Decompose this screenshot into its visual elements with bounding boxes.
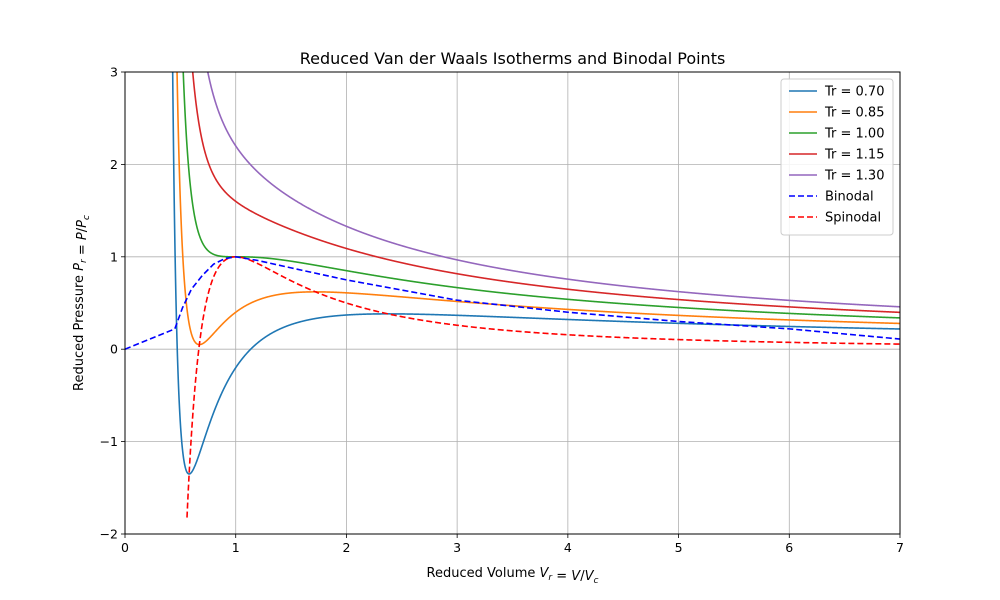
x-axis-label: Reduced Volume Vr = V/Vc [427, 566, 599, 586]
x-tick-label: 5 [675, 540, 683, 555]
y-tick-label: −1 [100, 434, 118, 449]
y-tick-label: 1 [110, 249, 118, 264]
x-tick-label: 1 [232, 540, 240, 555]
legend-label: Tr = 1.30 [824, 169, 884, 184]
plot-frame [124, 71, 901, 535]
legend-label: Tr = 1.00 [824, 127, 884, 142]
legend-label: Tr = 0.85 [824, 106, 884, 121]
isotherm-line [171, 72, 900, 475]
x-axis: 0 1 2 3 4 5 6 7 [121, 534, 904, 555]
legend-label: Tr = 0.70 [824, 85, 884, 100]
isotherm-line [176, 72, 900, 346]
chart-title: Reduced Van der Waals Isotherms and Bino… [300, 49, 726, 68]
binodal-line [125, 255, 900, 350]
x-tick-label: 7 [896, 540, 904, 555]
legend: Tr = 0.70 Tr = 0.85 Tr = 1.00 Tr = 1.15 Tr =… [780, 78, 894, 236]
isotherm-line [182, 72, 900, 319]
legend-label: Tr = 1.15 [824, 148, 884, 163]
x-tick-label: 6 [785, 540, 793, 555]
y-axis-label: Reduced Pressure Pr = P/Pc [72, 215, 92, 391]
y-tick-label: 2 [110, 157, 118, 172]
plot-area [125, 72, 900, 518]
x-tick-label: 0 [121, 540, 129, 555]
legend-label: Spinodal [825, 211, 881, 226]
isotherm-line [206, 72, 900, 308]
y-tick-label: −2 [100, 527, 118, 542]
isotherm-line [191, 72, 900, 314]
x-tick-label: 3 [453, 540, 461, 555]
legend-label: Binodal [825, 190, 874, 205]
y-tick-label: 0 [110, 342, 118, 357]
y-tick-label: 3 [110, 65, 118, 80]
x-tick-label: 4 [564, 540, 572, 555]
spinodal-line [186, 255, 900, 518]
x-tick-label: 2 [342, 540, 350, 555]
y-axis: −2 −1 0 1 2 3 [100, 65, 125, 542]
